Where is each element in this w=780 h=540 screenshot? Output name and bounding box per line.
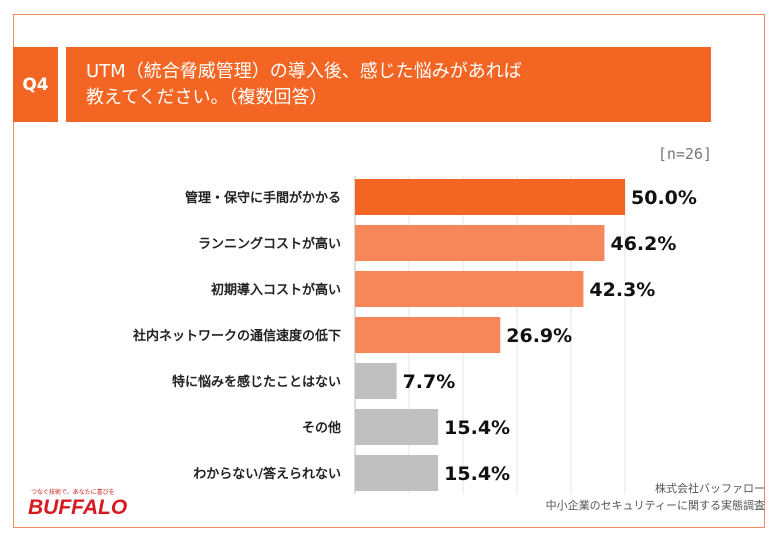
bar-2: [355, 271, 584, 307]
value-label-0: 50.0%: [631, 187, 697, 209]
buffalo-logo: つなぐ技術で、あなたに喜びを BUFFALO: [28, 487, 127, 520]
value-label-3: 26.9%: [506, 325, 572, 347]
bar-4: [355, 363, 397, 399]
category-label-0: 管理・保守に手間がかかる: [185, 190, 341, 206]
value-label-2: 42.3%: [589, 279, 655, 301]
category-label-2: 初期導入コストが高い: [211, 282, 341, 298]
bar-3: [355, 317, 501, 353]
sample-size: [n=26]: [657, 145, 712, 163]
question-badge: Q4: [13, 47, 58, 122]
category-label-1: ランニングコストが高い: [198, 236, 341, 252]
category-label-3: 社内ネットワークの通信速度の低下: [132, 328, 341, 344]
source-company: 株式会社バッファロー: [655, 482, 765, 495]
logo-brand: BUFFALO: [28, 496, 128, 519]
source-note: 株式会社バッファロー 中小企業のセキュリティーに関する実態調査: [546, 480, 765, 514]
category-label-6: わからない/答えられない: [193, 466, 341, 482]
question-title: UTM（統合脅威管理）の導入後、感じた悩みがあれば 教えてください。（複数回答）: [66, 47, 711, 122]
logo-tagline: つなぐ技術で、あなたに喜びを: [31, 489, 115, 496]
value-label-6: 15.4%: [444, 463, 510, 485]
bars-layer: 管理・保守に手間がかかる 50.0% ランニングコストが高い 46.2% 初期導入コスト…: [132, 179, 697, 491]
bar-5: [355, 409, 439, 445]
source-survey: 中小企業のセキュリティーに関する実態調査: [545, 499, 765, 512]
bar-6: [355, 455, 439, 491]
value-label-4: 7.7%: [403, 371, 456, 393]
value-label-5: 15.4%: [444, 417, 510, 439]
outer-frame: [13, 14, 765, 528]
category-label-4: 特に悩みを感じたことはない: [172, 374, 341, 390]
bar-0: [355, 179, 625, 215]
bar-1: [355, 225, 605, 261]
category-label-5: その他: [302, 420, 341, 436]
value-label-1: 46.2%: [610, 233, 676, 255]
